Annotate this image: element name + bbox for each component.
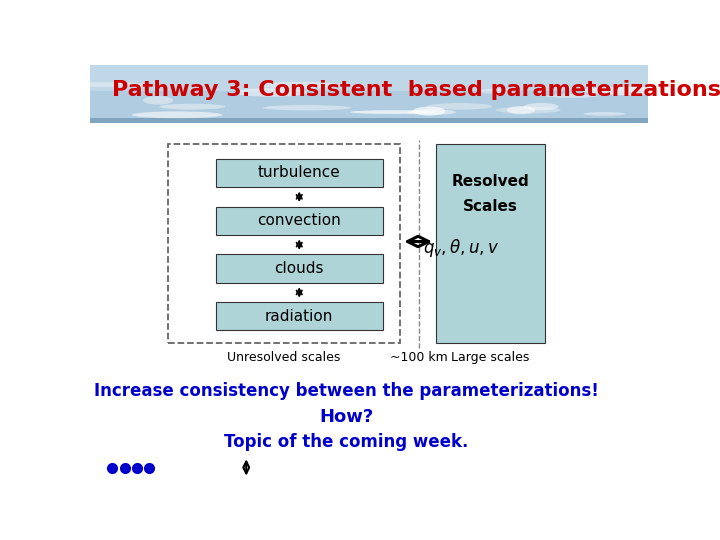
Text: Pathway 3: Consistent  based parameterizations: Pathway 3: Consistent based parameteriza… xyxy=(112,80,720,100)
Ellipse shape xyxy=(263,105,351,111)
Ellipse shape xyxy=(413,107,445,116)
Ellipse shape xyxy=(143,96,174,105)
Ellipse shape xyxy=(159,104,225,110)
Text: Unresolved scales: Unresolved scales xyxy=(228,352,341,365)
Ellipse shape xyxy=(58,82,145,87)
Bar xyxy=(215,159,383,187)
Ellipse shape xyxy=(427,103,492,110)
Bar xyxy=(436,144,545,343)
Ellipse shape xyxy=(235,88,309,97)
Bar xyxy=(90,65,648,91)
Bar xyxy=(168,144,400,343)
Text: radiation: radiation xyxy=(265,309,333,324)
Ellipse shape xyxy=(523,103,559,110)
Text: Topic of the coming week.: Topic of the coming week. xyxy=(225,433,469,451)
Text: turbulence: turbulence xyxy=(258,165,341,180)
Bar xyxy=(215,254,383,282)
Text: Increase consistency between the parameterizations!: Increase consistency between the paramet… xyxy=(94,382,599,400)
Text: Scales: Scales xyxy=(463,199,518,214)
Ellipse shape xyxy=(407,110,456,115)
Text: $q_{v}, \theta, u, v$: $q_{v}, \theta, u, v$ xyxy=(423,237,499,259)
Ellipse shape xyxy=(546,94,598,98)
Ellipse shape xyxy=(480,89,513,94)
Text: Resolved: Resolved xyxy=(451,174,529,188)
Bar xyxy=(90,118,648,123)
Bar xyxy=(90,65,648,123)
Text: How?: How? xyxy=(320,408,374,426)
Ellipse shape xyxy=(495,107,561,113)
Ellipse shape xyxy=(583,87,679,95)
Text: ~100 km: ~100 km xyxy=(390,352,448,365)
Ellipse shape xyxy=(258,82,340,89)
Bar xyxy=(215,302,383,330)
Text: clouds: clouds xyxy=(274,261,324,276)
Ellipse shape xyxy=(583,112,626,116)
Ellipse shape xyxy=(132,111,222,118)
Bar xyxy=(215,207,383,235)
Text: Large scales: Large scales xyxy=(451,352,530,365)
Ellipse shape xyxy=(507,106,535,114)
Text: convection: convection xyxy=(257,213,341,228)
Ellipse shape xyxy=(350,110,436,114)
